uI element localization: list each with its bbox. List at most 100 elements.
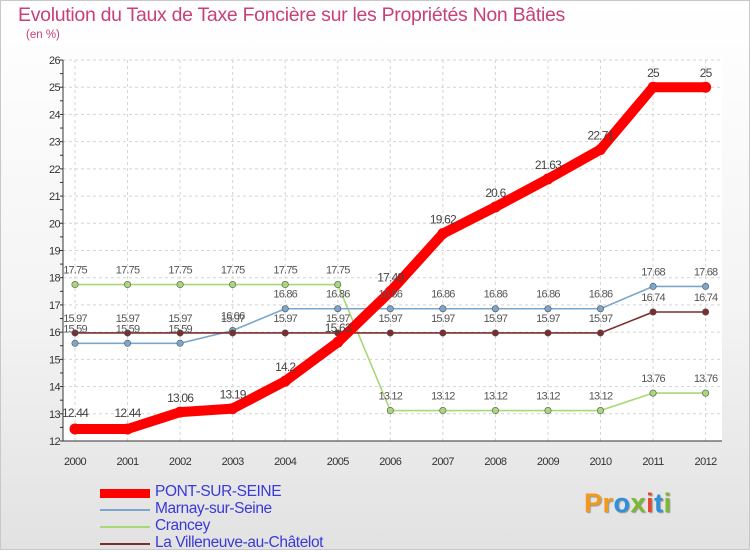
data-label: 15.97 (379, 313, 403, 325)
data-point (332, 336, 344, 348)
data-point (386, 329, 394, 337)
data-label: 15.59 (116, 323, 140, 335)
data-label: 25 (647, 66, 660, 80)
proxiti-logo: Proxiti (584, 488, 672, 519)
data-label: 15.97 (63, 313, 87, 325)
data-point (439, 305, 447, 313)
data-label: 17.49 (377, 271, 404, 285)
data-label: 16.74 (641, 292, 665, 304)
data-label: 16.86 (589, 289, 613, 301)
data-point (176, 281, 184, 289)
data-point (386, 407, 394, 415)
data-label: 16.86 (326, 289, 350, 301)
data-label: 17.75 (63, 265, 87, 277)
data-point (702, 389, 710, 397)
legend-swatch (100, 509, 150, 511)
data-point (647, 81, 659, 93)
logo-letter: i (646, 488, 655, 518)
data-point (71, 339, 79, 347)
data-label: 17.75 (326, 265, 350, 277)
data-point (489, 201, 501, 213)
data-point (542, 173, 554, 185)
data-point (279, 375, 291, 387)
x-tick-label: 2004 (274, 456, 297, 468)
x-tick-label: 2005 (327, 456, 350, 468)
data-label: 16.86 (536, 289, 560, 301)
x-tick-label: 2008 (484, 456, 507, 468)
logo-letter: P (584, 488, 603, 518)
data-point (491, 407, 499, 415)
data-label: 17.75 (221, 265, 245, 277)
legend-label: PONT-SUR-SEINE (155, 483, 282, 500)
data-label: 13.76 (694, 373, 718, 385)
y-tick-label: 16 (49, 327, 61, 339)
data-label: 13.19 (220, 388, 247, 402)
y-tick-label: 24 (49, 109, 61, 121)
data-point (71, 329, 79, 337)
x-tick-label: 2009 (537, 456, 560, 468)
data-label: 13.12 (484, 391, 508, 403)
y-tick-label: 21 (49, 191, 61, 203)
logo-letter: o (613, 488, 631, 518)
x-tick-label: 2011 (642, 456, 664, 468)
data-label: 19.62 (430, 213, 457, 227)
data-point (700, 81, 712, 93)
legend-swatch (100, 488, 150, 498)
data-point (596, 329, 604, 337)
data-label: 16.86 (484, 289, 508, 301)
line-chart: 12 13 14 15 16 17 18 19 20 21 22 23 24 25 26 2000 2001 20… (49, 55, 722, 468)
data-label: 15.97 (326, 313, 350, 325)
data-label: 13.12 (536, 391, 560, 403)
legend-label: La Villeneuve-au-Châtelot (155, 534, 324, 551)
data-point (544, 305, 552, 313)
data-label: 15.97 (273, 313, 297, 325)
y-tick-label: 13 (49, 409, 61, 421)
logo-letter: i (663, 488, 672, 518)
logo-letter: r (602, 488, 614, 518)
data-point (69, 423, 81, 435)
data-label: 12.44 (115, 406, 142, 420)
data-label: 17.68 (694, 266, 718, 278)
data-point (596, 305, 604, 313)
y-tick-label: 14 (49, 382, 61, 394)
data-point (491, 305, 499, 313)
data-label: 15.63 (325, 321, 352, 335)
legend-swatch (100, 526, 150, 528)
data-point (124, 339, 132, 347)
data-label: 16.06 (221, 311, 245, 323)
y-tick-label: 12 (49, 436, 61, 448)
legend-label: Marnay-sur-Seine (155, 500, 272, 517)
data-label: 15.97 (589, 313, 613, 325)
data-point (71, 281, 79, 289)
y-tick-label: 26 (49, 55, 61, 67)
data-point (174, 406, 186, 418)
data-label: 13.06 (167, 391, 194, 405)
data-point (596, 407, 604, 415)
data-label: 14.2 (275, 360, 296, 374)
data-label: 15.97 (168, 313, 192, 325)
data-label: 16.86 (431, 289, 455, 301)
data-point (229, 281, 237, 289)
data-label: 15.97 (221, 313, 245, 325)
data-label: 12.44 (62, 406, 89, 420)
chart-title: Evolution du Taux de Taxe Foncière sur l… (18, 4, 565, 26)
data-point (334, 281, 342, 289)
data-label: 20.6 (485, 186, 506, 200)
legend-label: Crancey (155, 517, 210, 534)
logo-letter: t (654, 488, 664, 518)
data-label: 15.59 (63, 323, 87, 335)
data-point (439, 329, 447, 337)
data-label: 15.59 (168, 323, 192, 335)
x-tick-label: 2006 (379, 456, 402, 468)
data-point (439, 407, 447, 415)
x-tick-label: 2000 (64, 456, 87, 468)
x-tick-label: 2002 (169, 456, 192, 468)
data-point (544, 407, 552, 415)
data-point (176, 329, 184, 337)
y-tick-label: 25 (49, 82, 61, 94)
data-point (281, 281, 289, 289)
y-tick-label: 20 (49, 218, 61, 230)
y-tick-label: 15 (49, 354, 61, 366)
data-label: 15.97 (536, 313, 560, 325)
x-tick-label: 2001 (117, 456, 140, 468)
